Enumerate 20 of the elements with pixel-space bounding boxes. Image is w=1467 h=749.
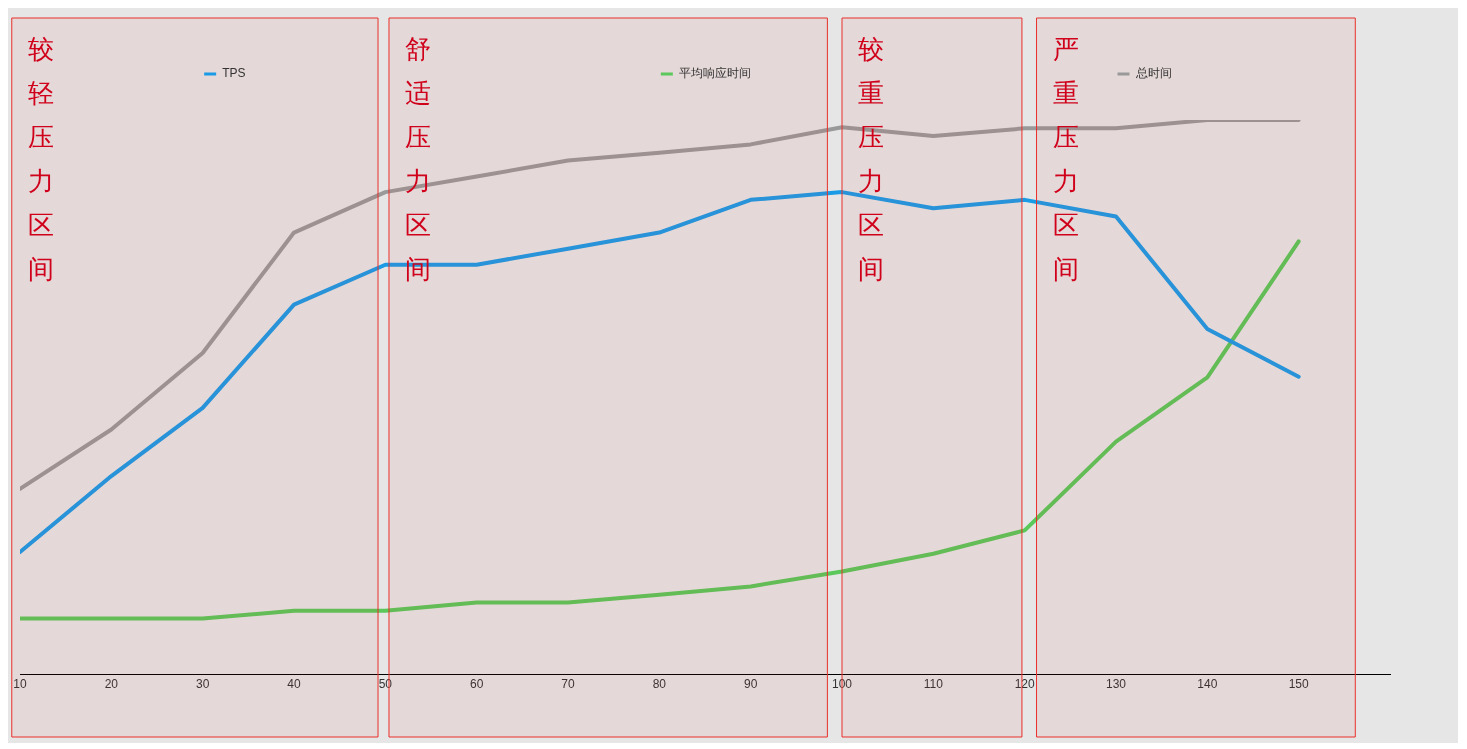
x-tick-label: 150 bbox=[1288, 677, 1309, 692]
x-tick-label: 30 bbox=[195, 677, 210, 692]
x-tick-label: 130 bbox=[1105, 677, 1127, 692]
x-tick-label: 90 bbox=[743, 677, 758, 692]
band-label: 较轻压力区间 bbox=[27, 33, 54, 284]
x-tick-label: 140 bbox=[1197, 677, 1218, 692]
legend-label: 平均响应时间 bbox=[678, 66, 751, 81]
x-tick-label: 40 bbox=[287, 677, 301, 692]
x-tick-label: 110 bbox=[923, 677, 944, 692]
legend-label: TPS bbox=[222, 66, 246, 81]
x-tick-label: 60 bbox=[469, 677, 484, 692]
band-label: 较重压力区间 bbox=[858, 33, 884, 284]
x-tick-label: 100 bbox=[831, 677, 853, 692]
legend-label: 总时间 bbox=[1134, 66, 1172, 81]
x-tick-label: 80 bbox=[652, 677, 667, 692]
x-tick-label: 20 bbox=[104, 677, 119, 692]
x-tick-label: 50 bbox=[378, 677, 393, 692]
x-tick-label: 10 bbox=[13, 677, 27, 692]
band-label: 严重压力区间 bbox=[1052, 33, 1079, 284]
x-tick-label: 70 bbox=[561, 677, 575, 692]
